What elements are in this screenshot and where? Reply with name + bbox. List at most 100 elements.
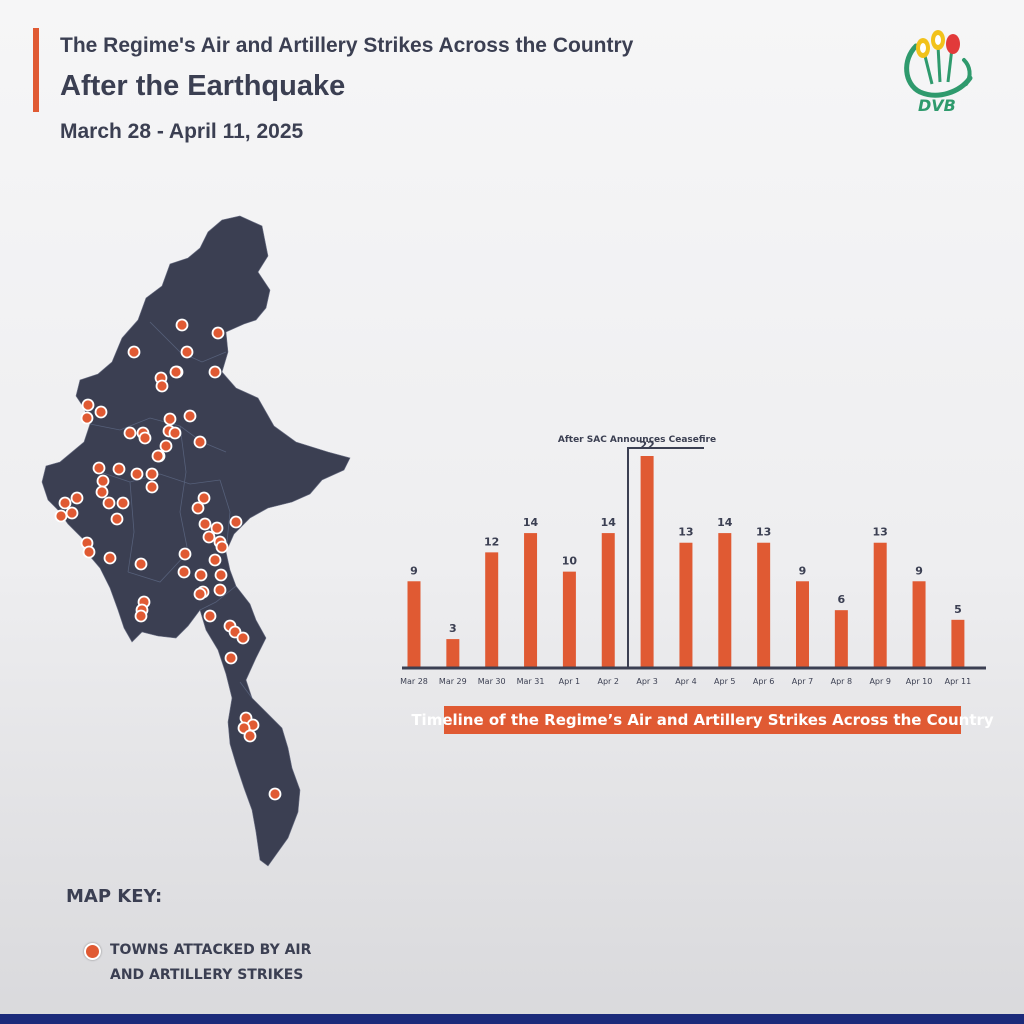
town-markers: [54, 318, 282, 801]
town-marker: [183, 409, 197, 423]
legend-label: TOWNS ATTACKED BY AIR AND ARTILLERY STRI…: [110, 942, 312, 983]
town-marker: [58, 496, 72, 510]
town-marker: [80, 411, 94, 425]
x-tick-label: Mar 28: [400, 677, 428, 686]
town-marker: [214, 568, 228, 582]
bar-value-label: 9: [410, 564, 418, 577]
town-marker: [168, 426, 182, 440]
town-marker: [54, 509, 68, 523]
town-marker: [145, 480, 159, 494]
bar-value-label: 13: [678, 526, 693, 539]
footer-bar: [0, 1014, 1024, 1024]
bar-value-label: 3: [449, 622, 457, 635]
town-marker: [211, 326, 225, 340]
town-marker: [215, 540, 229, 554]
bar-value-label: 9: [799, 564, 807, 577]
bar-value-label: 13: [756, 526, 771, 539]
bar-value-label: 14: [717, 516, 733, 529]
town-marker: [210, 521, 224, 535]
bar-value-label: 13: [873, 526, 888, 539]
town-marker: [145, 467, 159, 481]
town-marker: [94, 405, 108, 419]
town-marker: [194, 568, 208, 582]
town-marker: [155, 379, 169, 393]
town-marker: [193, 587, 207, 601]
x-tick-label: Apr 4: [675, 677, 696, 686]
town-marker: [213, 583, 227, 597]
town-marker: [65, 506, 79, 520]
bar-mar-28: [407, 581, 421, 668]
bar-mar-31: [524, 533, 538, 668]
bar-apr-8: [834, 610, 848, 668]
town-marker: [175, 318, 189, 332]
bar-apr-5: [718, 533, 732, 668]
town-marker: [96, 474, 110, 488]
town-marker: [82, 545, 96, 559]
town-marker: [123, 426, 137, 440]
bar-apr-10: [912, 581, 926, 668]
town-marker: [163, 412, 177, 426]
town-marker: [81, 398, 95, 412]
town-marker: [138, 431, 152, 445]
town-marker: [130, 467, 144, 481]
x-tick-label: Apr 6: [753, 677, 774, 686]
bar-apr-7: [796, 581, 809, 668]
town-marker: [178, 547, 192, 561]
bar-apr-9: [873, 542, 887, 668]
x-tick-label: Apr 8: [831, 677, 852, 686]
x-tick-label: Apr 10: [906, 677, 933, 686]
bar-mar-29: [446, 639, 460, 668]
bar-value-label: 14: [523, 516, 539, 529]
town-marker: [268, 787, 282, 801]
town-marker: [208, 365, 222, 379]
title-line-2: After the Earthquake: [60, 70, 346, 102]
bar-apr-6: [757, 542, 771, 668]
x-tick-label: Mar 31: [517, 677, 545, 686]
x-tick-label: Apr 9: [869, 677, 890, 686]
bar-apr-4: [679, 542, 693, 668]
map-key-title: MAP KEY:: [66, 886, 163, 907]
town-marker: [180, 345, 194, 359]
chart-caption: Timeline of the Regime’s Air and Artille…: [411, 706, 994, 734]
bar-mar-30: [485, 552, 499, 668]
town-marker: [127, 345, 141, 359]
town-marker: [202, 530, 216, 544]
bar-value-label: 10: [562, 555, 578, 568]
town-marker: [159, 439, 173, 453]
bar-apr-3: [640, 456, 654, 668]
town-marker: [229, 515, 243, 529]
x-tick-label: Mar 29: [439, 677, 467, 686]
town-marker: [95, 485, 109, 499]
town-marker: [203, 609, 217, 623]
title-accent-bar: [33, 28, 39, 112]
town-marker: [208, 553, 222, 567]
town-marker: [191, 501, 205, 515]
x-tick-label: Apr 7: [792, 677, 813, 686]
town-marker: [197, 491, 211, 505]
town-marker: [193, 435, 207, 449]
ceasefire-annotation: After SAC Announces Ceasefire: [558, 435, 716, 445]
x-tick-label: Mar 30: [478, 677, 506, 686]
town-marker: [151, 449, 165, 463]
town-marker: [134, 557, 148, 571]
town-marker: [134, 609, 148, 623]
date-range: March 28 - April 11, 2025: [60, 120, 304, 143]
x-tick-label: Apr 11: [945, 677, 972, 686]
bar-apr-1: [562, 571, 576, 668]
bar-value-label: 5: [954, 603, 962, 616]
town-marker: [103, 551, 117, 565]
myanmar-map: [41, 215, 351, 867]
town-marker: [92, 461, 106, 475]
x-tick-label: Apr 2: [598, 677, 619, 686]
x-tick-label: Apr 5: [714, 677, 735, 686]
title-line-1: The Regime's Air and Artillery Strikes A…: [60, 34, 634, 57]
town-marker: [116, 496, 130, 510]
bar-value-label: 12: [484, 535, 499, 548]
town-marker: [198, 517, 212, 531]
town-marker: [177, 565, 191, 579]
town-marker: [224, 651, 238, 665]
bar-apr-2: [601, 533, 615, 668]
ceasefire-marker-line: [627, 447, 704, 669]
bar-value-label: 14: [601, 516, 617, 529]
